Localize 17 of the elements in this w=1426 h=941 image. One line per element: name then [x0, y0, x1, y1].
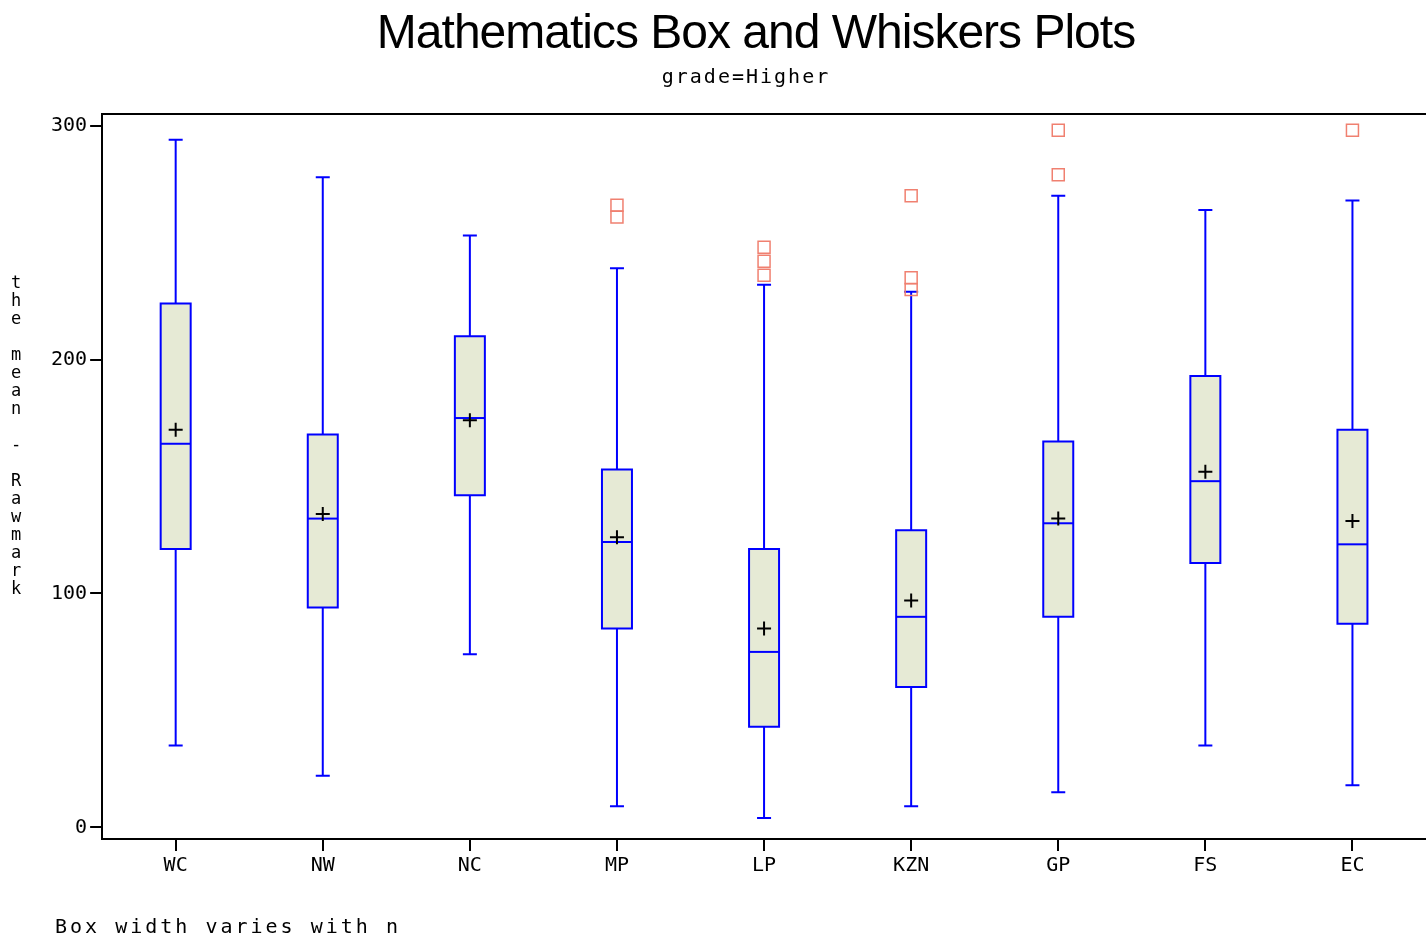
x-tick-label: EC: [1340, 852, 1365, 877]
y-axis-title: the mean - Rawmark: [6, 272, 26, 596]
x-tick-label: GP: [1046, 852, 1071, 877]
x-tick-label: NC: [457, 852, 482, 877]
y-tick-label: 0: [75, 813, 88, 838]
x-tick-label: LP: [752, 852, 777, 877]
x-tick-label: NW: [310, 852, 336, 877]
x-tick-label: FS: [1193, 852, 1218, 877]
x-tick-label: MP: [604, 852, 630, 877]
x-tick-label: WC: [163, 852, 188, 877]
y-tick-label: 100: [51, 579, 88, 604]
y-tick-label: 300: [51, 111, 88, 136]
text: Box width varies with n: [55, 914, 401, 938]
chart-title: Mathematics Box and Whiskers Plots: [375, 4, 1137, 59]
chart-subtitle: grade=Higher: [660, 64, 832, 88]
y-tick-label: 200: [51, 345, 88, 370]
x-tick-label: KZN: [893, 852, 930, 877]
